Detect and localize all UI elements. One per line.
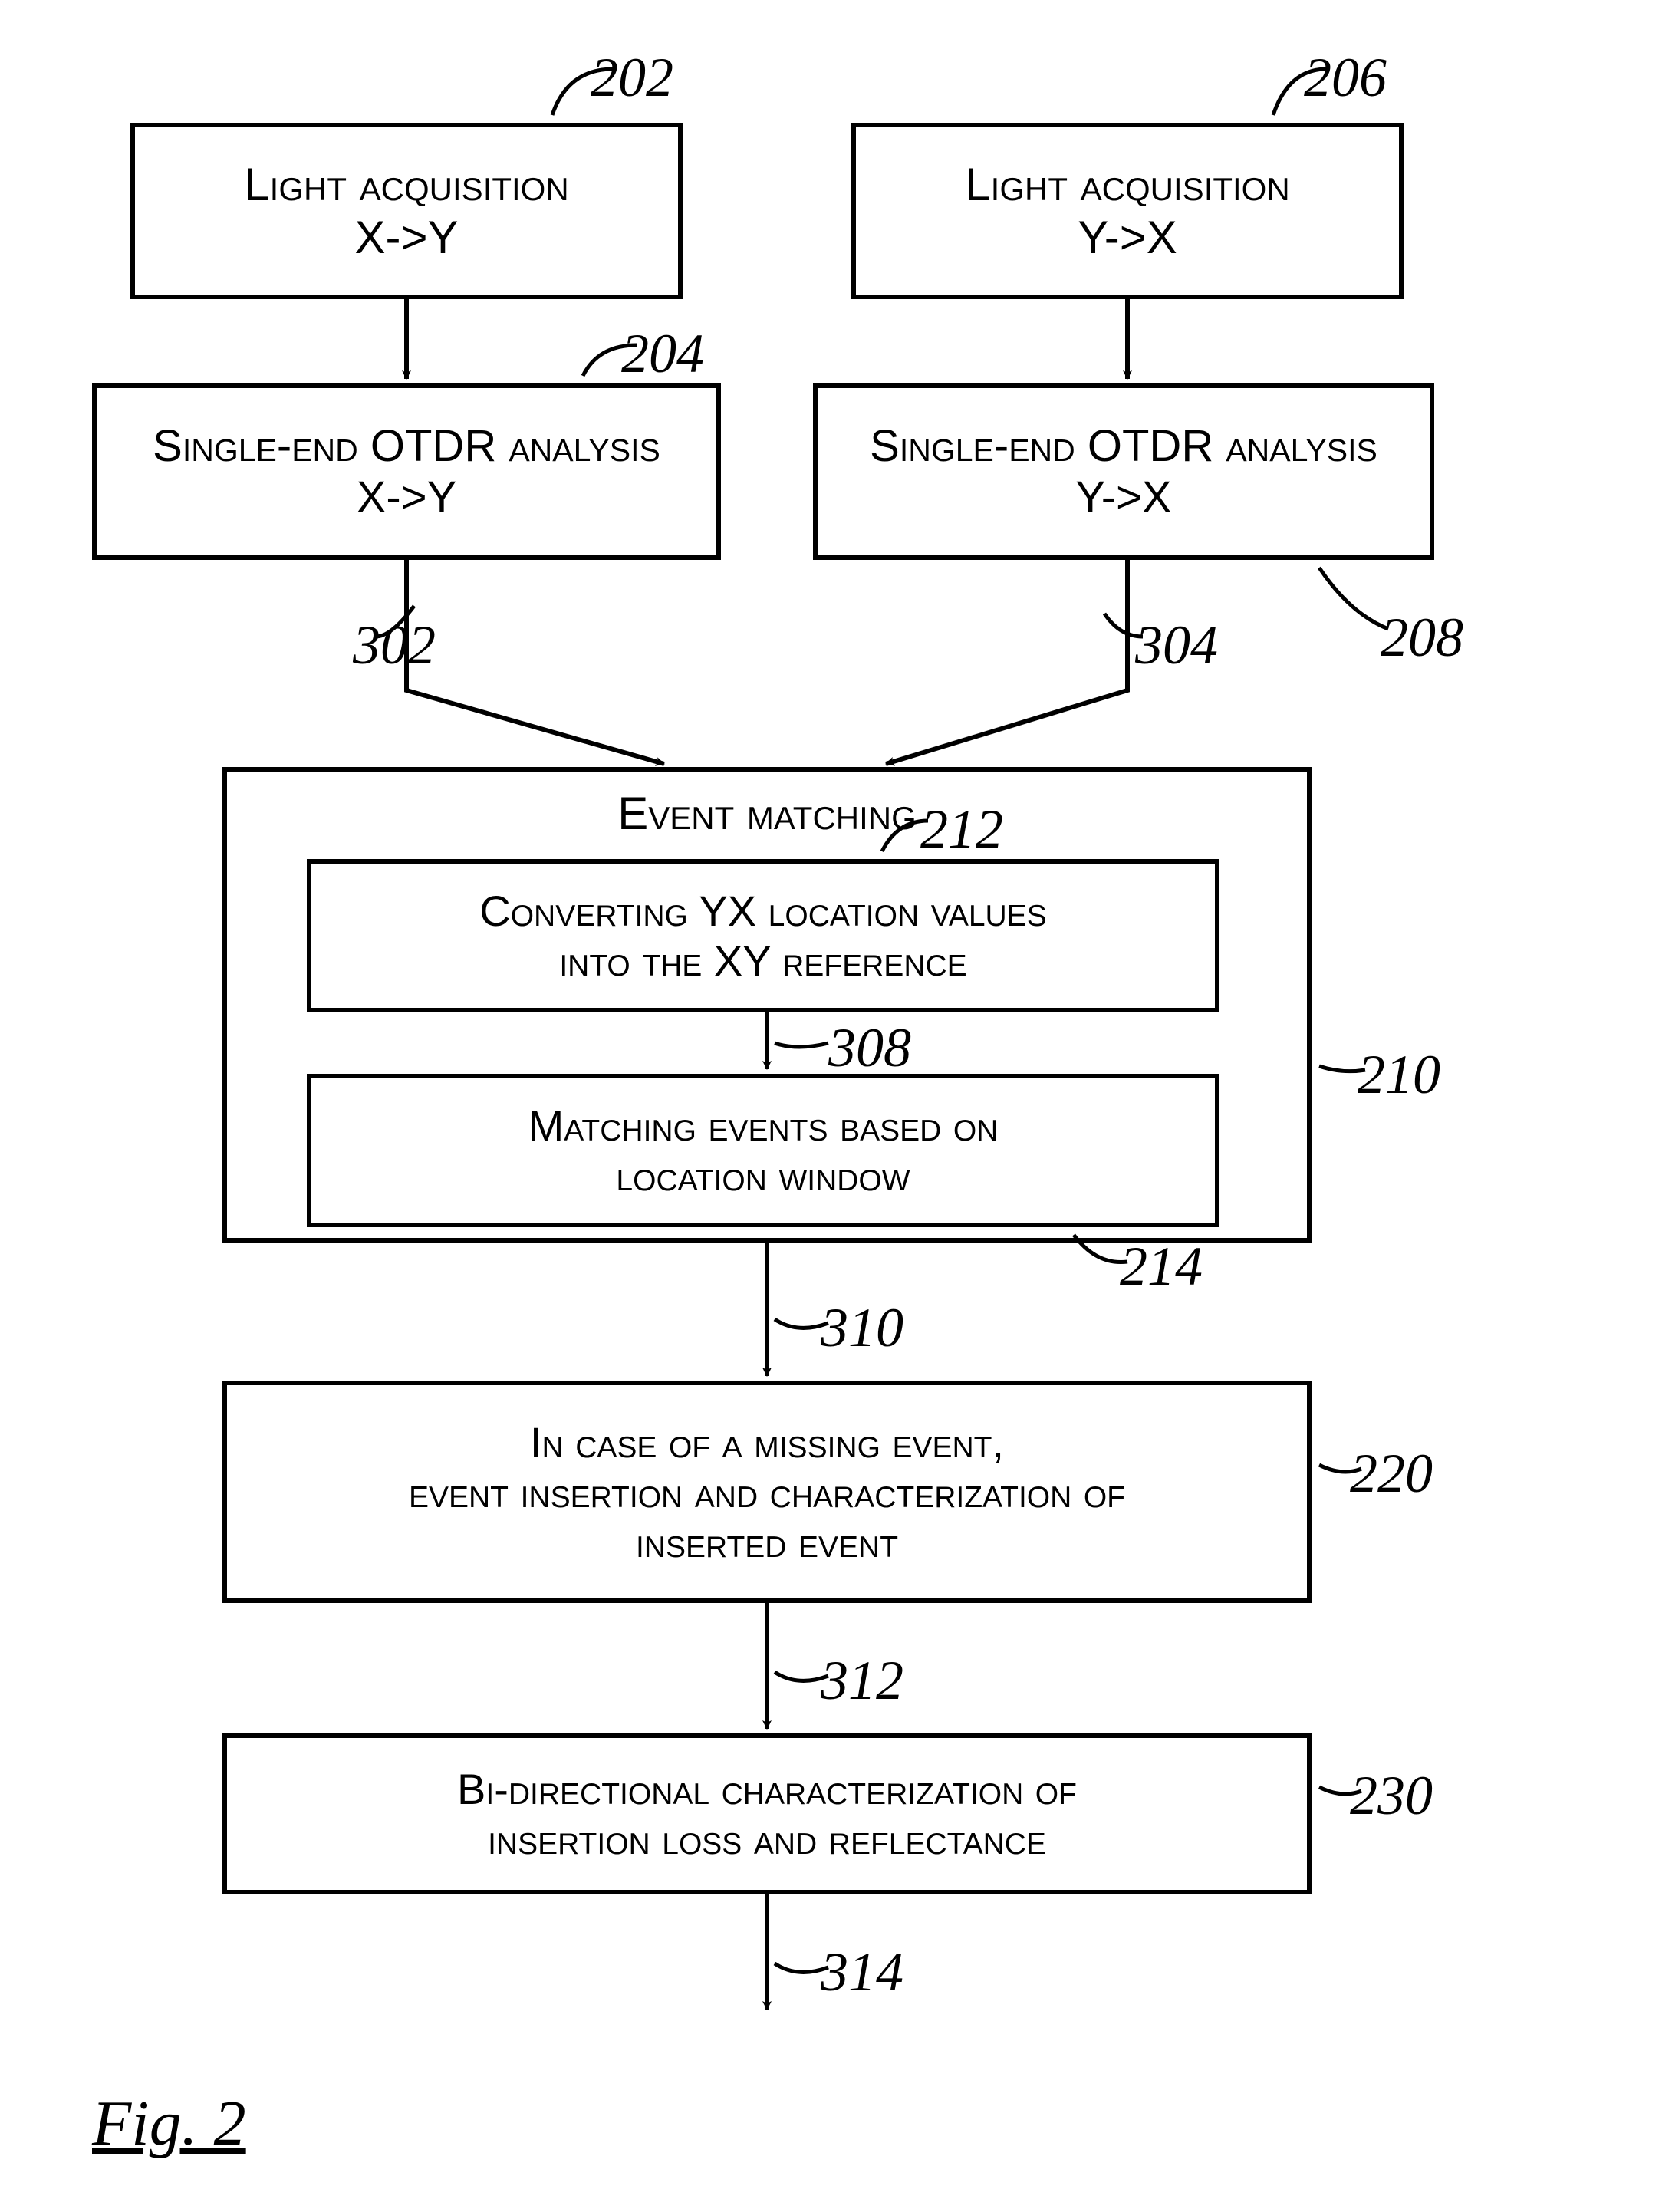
box-202-line2: X->Y [354, 211, 458, 264]
flowchart-canvas: Light acquisition X->Y Light acquisition… [0, 0, 1672, 2212]
box-light-acquisition-xy: Light acquisition X->Y [130, 123, 683, 299]
box-212-line1: Converting YX location values [479, 886, 1046, 936]
ref-label-204: 204 [621, 322, 704, 386]
ref-label-210: 210 [1358, 1043, 1440, 1107]
box-matching-events: Matching events based on location window [307, 1074, 1219, 1227]
box-230-line2: insertion loss and reflectance [488, 1814, 1046, 1864]
ref-label-302: 302 [353, 614, 436, 677]
box-204-line1: Single-end OTDR analysis [153, 420, 660, 472]
leader-208 [1319, 568, 1388, 629]
box-light-acquisition-yx: Light acquisition Y->X [851, 123, 1404, 299]
box-204-line2: X->Y [357, 472, 457, 523]
ref-label-314: 314 [821, 1940, 903, 2004]
box-otdr-analysis-xy: Single-end OTDR analysis X->Y [92, 383, 721, 560]
ref-label-310: 310 [821, 1296, 903, 1360]
ref-label-220: 220 [1350, 1442, 1433, 1506]
ref-label-308: 308 [828, 1016, 911, 1080]
box-bidirectional: Bi-directional characterization of inser… [222, 1733, 1312, 1894]
arrow-204-210 [406, 560, 664, 764]
ref-label-208: 208 [1381, 606, 1463, 670]
box-214-line2: location window [616, 1150, 910, 1200]
ref-label-202: 202 [591, 46, 673, 110]
box-otdr-analysis-yx: Single-end OTDR analysis Y->X [813, 383, 1434, 560]
figure-caption: Fig. 2 [92, 2086, 246, 2161]
ref-label-304: 304 [1135, 614, 1218, 677]
arrow-208-210 [886, 560, 1127, 764]
box-210-title: Event matching [617, 787, 917, 840]
ref-label-214: 214 [1120, 1235, 1203, 1299]
ref-label-312: 312 [821, 1649, 903, 1713]
box-converting-yx: Converting YX location values into the X… [307, 859, 1219, 1012]
box-206-line2: Y->X [1078, 211, 1177, 264]
ref-label-212: 212 [920, 798, 1003, 861]
box-202-line1: Light acquisition [244, 158, 568, 211]
ref-label-230: 230 [1350, 1764, 1433, 1828]
box-206-line1: Light acquisition [965, 158, 1289, 211]
box-missing-event: In case of a missing event, event insert… [222, 1381, 1312, 1603]
box-220-line1: In case of a missing event, [530, 1417, 1004, 1467]
box-208-line2: Y->X [1075, 472, 1171, 523]
box-220-line3: inserted event [636, 1517, 898, 1567]
box-212-line2: into the XY reference [559, 936, 966, 986]
box-214-line1: Matching events based on [528, 1101, 999, 1150]
box-220-line2: event insertion and characterization of [409, 1467, 1125, 1517]
box-230-line1: Bi-directional characterization of [457, 1764, 1077, 1814]
box-208-line1: Single-end OTDR analysis [870, 420, 1377, 472]
ref-label-206: 206 [1304, 46, 1387, 110]
